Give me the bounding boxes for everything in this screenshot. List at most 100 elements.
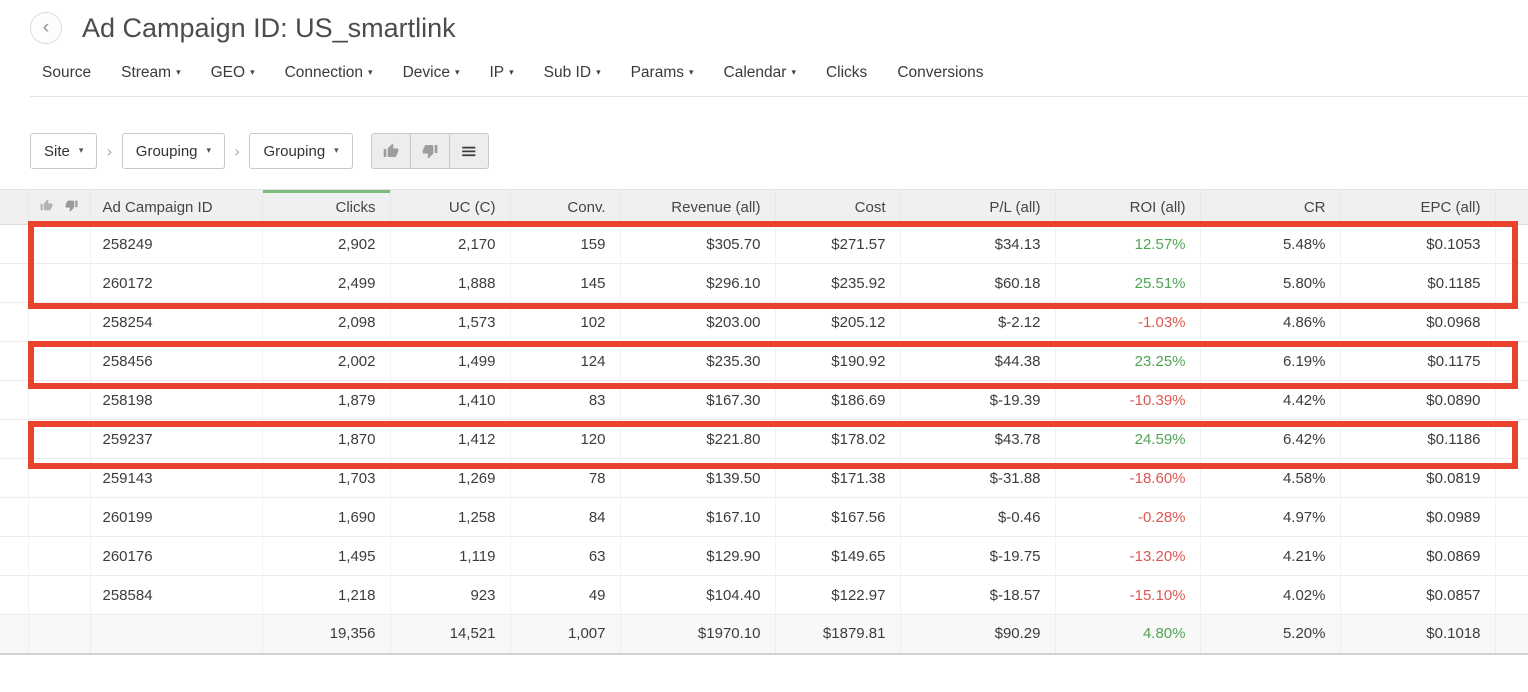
cell-clicks: 1,218 bbox=[262, 575, 391, 615]
cell-cost: $190.92 bbox=[775, 341, 901, 381]
cell-revenue: $296.10 bbox=[620, 263, 776, 303]
cell-pl: $34.13 bbox=[900, 224, 1056, 264]
cell-clicks: 2,499 bbox=[262, 263, 391, 303]
site-dropdown[interactable]: Site ▾ bbox=[30, 133, 98, 169]
nav-item-geo[interactable]: GEO ▾ bbox=[211, 64, 255, 82]
menu-button[interactable]: ≡ bbox=[448, 133, 489, 169]
cell-uc: 2,170 bbox=[390, 224, 511, 264]
nav-item-label: GEO bbox=[210, 64, 246, 81]
cell-uc: 1,888 bbox=[390, 263, 511, 303]
chevron-right-icon: › bbox=[106, 141, 113, 161]
nav-item-params[interactable]: Params ▾ bbox=[631, 64, 694, 82]
cell-conv: 83 bbox=[510, 380, 621, 420]
overflow-cell bbox=[1495, 419, 1528, 459]
column-header-pl[interactable]: P/L (all) bbox=[900, 189, 1056, 225]
cell-clicks: 1,495 bbox=[262, 536, 391, 576]
header-overflow-cell bbox=[1495, 189, 1528, 225]
table-row[interactable]: 259237 1,870 1,412 120 $221.80 $178.02 $43.78 2… bbox=[0, 419, 1528, 459]
thumbs-up-icon bbox=[383, 143, 399, 157]
table-row[interactable]: 258584 1,218 923 49 $104.40 $122.97 $-18.57 -15… bbox=[0, 575, 1528, 615]
nav-item-source[interactable]: Source bbox=[42, 64, 91, 82]
cell-clicks: 1,870 bbox=[262, 419, 391, 459]
thumbs-up-icon bbox=[40, 199, 53, 210]
cell-uc: 923 bbox=[390, 575, 511, 615]
nav-item-ip[interactable]: IP ▾ bbox=[489, 64, 513, 82]
cell-conv: 63 bbox=[510, 536, 621, 576]
caret-down-icon: ▾ bbox=[206, 146, 212, 156]
cell-cr: 4.02% bbox=[1200, 575, 1341, 615]
nav-item-label: Calendar bbox=[723, 64, 787, 81]
nav-item-label: IP bbox=[489, 64, 505, 81]
gutter-cell bbox=[0, 458, 29, 498]
nav-item-connection[interactable]: Connection ▾ bbox=[285, 64, 373, 82]
nav-item-device[interactable]: Device ▾ bbox=[403, 64, 460, 82]
cell-revenue: $167.30 bbox=[620, 380, 776, 420]
cell-pl: $-31.88 bbox=[900, 458, 1056, 498]
cell-pl: $-19.75 bbox=[900, 536, 1056, 576]
column-header-cost[interactable]: Cost bbox=[775, 189, 901, 225]
thumbs-down-icon bbox=[65, 200, 78, 211]
nav-item-clicks[interactable]: Clicks bbox=[826, 64, 867, 82]
cell-conv: 124 bbox=[510, 341, 621, 381]
table-row[interactable]: 258249 2,902 2,170 159 $305.70 $271.57 $34.13 1… bbox=[0, 224, 1528, 264]
thumbs-up-button[interactable] bbox=[370, 133, 411, 169]
cell-cost: $149.65 bbox=[775, 536, 901, 576]
overflow-cell bbox=[1495, 380, 1528, 420]
table-row[interactable]: 259143 1,703 1,269 78 $139.50 $171.38 $-31.88-… bbox=[0, 458, 1528, 498]
gutter-cell bbox=[28, 536, 91, 576]
cell-conv: 84 bbox=[510, 497, 621, 537]
column-header-conv[interactable]: Conv. bbox=[510, 189, 621, 225]
gutter-cell bbox=[28, 380, 91, 420]
nav-item-stream[interactable]: Stream ▾ bbox=[121, 64, 181, 82]
gutter-cell bbox=[0, 419, 29, 459]
cell-pl: $90.29 bbox=[900, 614, 1056, 655]
grouping-dropdown[interactable]: Grouping ▾ bbox=[121, 133, 226, 169]
overflow-cell bbox=[1495, 263, 1528, 303]
column-header-roi[interactable]: ROI (all) bbox=[1055, 189, 1201, 225]
cell-id: 260172 bbox=[90, 263, 263, 303]
cell-cr: 5.80% bbox=[1200, 263, 1341, 303]
cell-cost: $178.02 bbox=[775, 419, 901, 459]
table-row[interactable]: 260172 2,499 1,888 145 $296.10 $235.92 $60.18 2… bbox=[0, 263, 1528, 303]
cell-revenue: $139.50 bbox=[620, 458, 776, 498]
cell-epc: $0.1018 bbox=[1340, 614, 1496, 655]
nav-item-sub-id[interactable]: Sub ID ▾ bbox=[544, 64, 601, 82]
cell-id: 258456 bbox=[90, 341, 263, 381]
nav-item-conversions[interactable]: Conversions bbox=[897, 64, 983, 82]
column-header-uc[interactable]: UC (C) bbox=[390, 189, 511, 225]
gutter-cell bbox=[0, 575, 29, 615]
cell-roi: -0.28% bbox=[1055, 497, 1201, 537]
table-row[interactable]: 258456 2,002 1,499 124 $235.30 $190.92 $44.38 2… bbox=[0, 341, 1528, 381]
column-header-cr[interactable]: CR bbox=[1200, 189, 1341, 225]
caret-down-icon: ▾ bbox=[78, 146, 84, 156]
nav-item-calendar[interactable]: Calendar ▾ bbox=[724, 64, 796, 82]
back-button[interactable]: ‹ bbox=[30, 12, 62, 44]
cell-id: 260176 bbox=[90, 536, 263, 576]
cell-roi: -10.39% bbox=[1055, 380, 1201, 420]
nav-item-label: Device bbox=[402, 64, 450, 81]
nav-item-label: Clicks bbox=[825, 64, 868, 81]
cell-epc: $0.0968 bbox=[1340, 302, 1496, 342]
table-row[interactable]: 260199 1,690 1,258 84 $167.10 $167.56 $-0.46 -0… bbox=[0, 497, 1528, 537]
header-thumbs-cell[interactable] bbox=[28, 189, 91, 225]
overflow-cell bbox=[1495, 614, 1528, 655]
table-row[interactable]: 260176 1,495 1,119 63 $129.90 $149.65 $-19.75-… bbox=[0, 536, 1528, 576]
cell-id: 258249 bbox=[90, 224, 263, 264]
column-header-clicks[interactable]: Clicks bbox=[262, 189, 391, 225]
cell-clicks: 1,690 bbox=[262, 497, 391, 537]
column-header-epc[interactable]: EPC (all) bbox=[1340, 189, 1496, 225]
column-header-id[interactable]: Ad Campaign ID bbox=[90, 189, 263, 225]
grouping-dropdown[interactable]: Grouping ▾ bbox=[249, 133, 353, 169]
cell-epc: $0.1175 bbox=[1340, 341, 1496, 381]
header-gutter-cell bbox=[0, 189, 29, 225]
table-row[interactable]: 258254 2,098 1,573 102 $203.00 $205.12 $-2.12-… bbox=[0, 302, 1528, 342]
thumbs-down-button[interactable] bbox=[409, 133, 450, 169]
cell-epc: $0.1186 bbox=[1340, 419, 1496, 459]
cell-cost: $235.92 bbox=[775, 263, 901, 303]
cell-roi: 4.80% bbox=[1055, 614, 1201, 655]
column-header-revenue[interactable]: Revenue (all) bbox=[620, 189, 776, 225]
nav-item-label: Params bbox=[630, 64, 684, 81]
table-row[interactable]: 258198 1,879 1,410 83 $167.30 $186.69 $-19.39-… bbox=[0, 380, 1528, 420]
cell-pl: $-18.57 bbox=[900, 575, 1056, 615]
cell-cr: 4.42% bbox=[1200, 380, 1341, 420]
